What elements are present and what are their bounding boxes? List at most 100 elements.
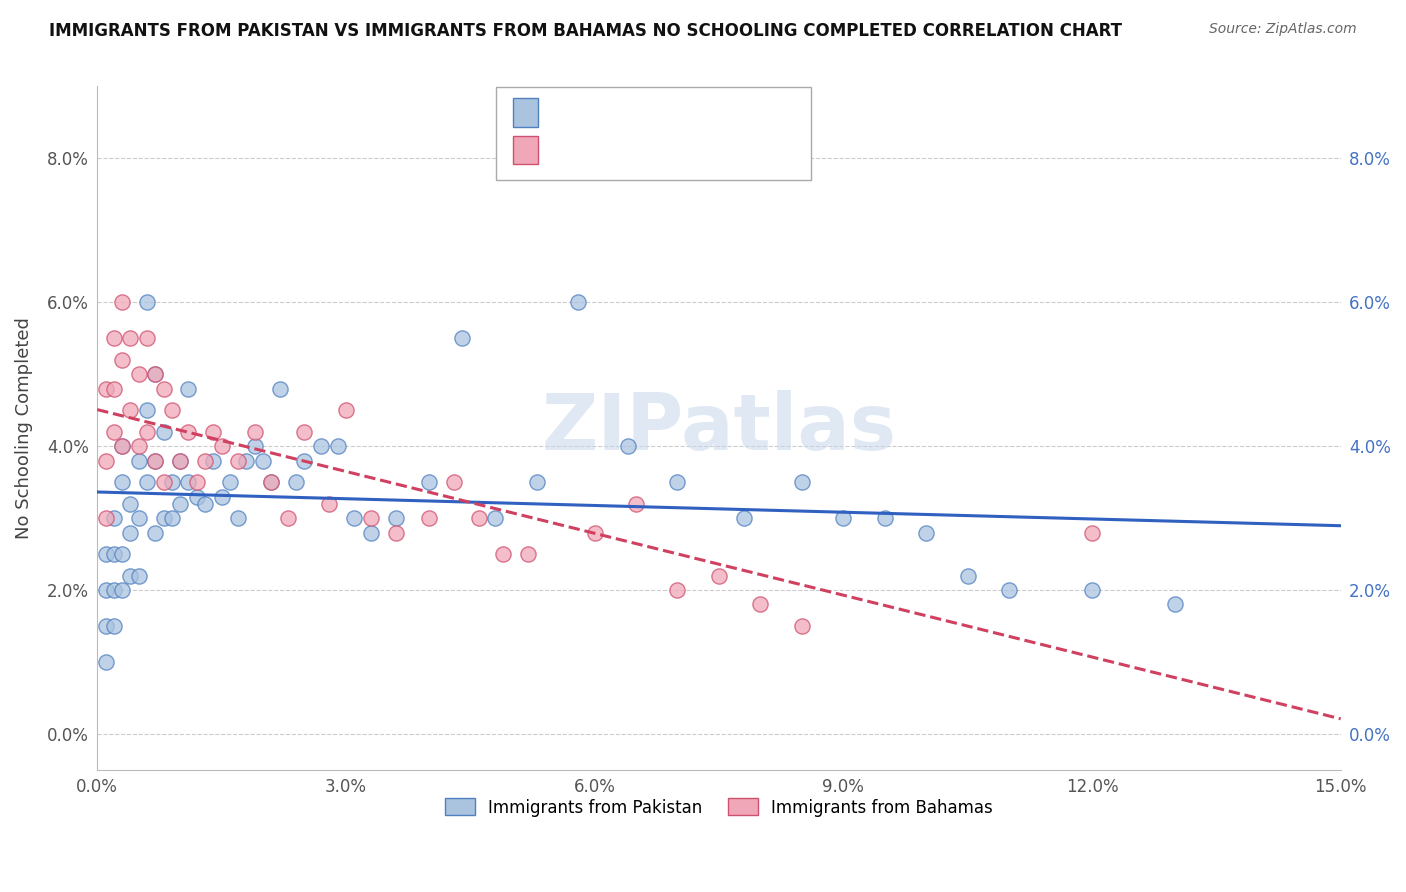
Point (384, 525, 406, 540)
Point (120, 497, 142, 511)
Point (218, 475, 240, 490)
Point (169, 497, 191, 511)
Point (136, 331, 159, 345)
Point (517, 547, 540, 561)
Point (103, 511, 125, 525)
Point (733, 511, 755, 525)
Point (120, 568, 142, 582)
Point (94, 655, 117, 669)
Point (128, 439, 150, 453)
Point (484, 511, 506, 525)
Point (269, 382, 291, 396)
Point (260, 475, 283, 490)
Point (94, 619, 117, 633)
Point (143, 368, 166, 382)
Point (583, 525, 606, 540)
Point (252, 453, 274, 467)
Point (624, 497, 647, 511)
Point (1164, 598, 1187, 612)
Point (956, 568, 979, 582)
Point (873, 511, 896, 525)
Point (749, 598, 772, 612)
Point (790, 475, 813, 490)
Point (143, 525, 166, 540)
Point (418, 475, 440, 490)
Point (136, 403, 159, 417)
Point (160, 403, 183, 417)
Point (226, 511, 249, 525)
Point (186, 475, 208, 490)
Point (103, 425, 125, 439)
Point (1081, 583, 1104, 598)
Point (343, 511, 366, 525)
Point (177, 475, 200, 490)
Point (103, 547, 125, 561)
Point (177, 425, 200, 439)
Point (360, 525, 382, 540)
Point (1081, 525, 1104, 540)
Point (143, 368, 166, 382)
Text: R =   0.146   N = 66: R = 0.146 N = 66 (547, 104, 714, 122)
Point (128, 368, 150, 382)
Point (120, 331, 142, 345)
Point (492, 547, 515, 561)
Point (666, 583, 689, 598)
Point (360, 511, 382, 525)
Y-axis label: No Schooling Completed: No Schooling Completed (15, 318, 32, 539)
Point (335, 403, 357, 417)
Point (832, 511, 855, 525)
Point (94, 511, 117, 525)
Point (160, 475, 183, 490)
Point (120, 525, 142, 540)
Point (169, 453, 191, 467)
Point (194, 497, 217, 511)
Point (152, 382, 174, 396)
Point (103, 583, 125, 598)
Point (443, 475, 465, 490)
Point (152, 475, 174, 490)
Point (111, 547, 134, 561)
Text: IMMIGRANTS FROM PAKISTAN VS IMMIGRANTS FROM BAHAMAS NO SCHOOLING COMPLETED CORRE: IMMIGRANTS FROM PAKISTAN VS IMMIGRANTS F… (49, 22, 1122, 40)
Point (111, 439, 134, 453)
Point (318, 497, 340, 511)
Point (707, 568, 730, 582)
Point (616, 439, 638, 453)
Point (384, 511, 406, 525)
Point (567, 295, 589, 310)
Text: R = -0.004   N = 47: R = -0.004 N = 47 (547, 143, 710, 161)
Point (309, 439, 332, 453)
Point (120, 403, 142, 417)
Point (790, 619, 813, 633)
Point (277, 511, 299, 525)
Point (136, 295, 159, 310)
Point (136, 425, 159, 439)
Point (260, 475, 283, 490)
Point (169, 453, 191, 467)
Point (202, 425, 225, 439)
Point (152, 511, 174, 525)
Point (152, 425, 174, 439)
Point (194, 453, 217, 467)
Point (326, 439, 349, 453)
Point (103, 619, 125, 633)
Text: Source: ZipAtlas.com: Source: ZipAtlas.com (1209, 22, 1357, 37)
Point (94, 382, 117, 396)
Point (243, 425, 266, 439)
Point (94, 583, 117, 598)
Point (103, 382, 125, 396)
Point (526, 475, 548, 490)
Point (128, 511, 150, 525)
Point (211, 490, 233, 504)
Point (160, 511, 183, 525)
Point (111, 295, 134, 310)
Point (235, 453, 257, 467)
Point (143, 453, 166, 467)
Point (111, 439, 134, 453)
Point (128, 453, 150, 467)
Point (294, 425, 316, 439)
Point (103, 331, 125, 345)
Point (467, 511, 489, 525)
Point (111, 475, 134, 490)
Point (143, 453, 166, 467)
Point (243, 439, 266, 453)
